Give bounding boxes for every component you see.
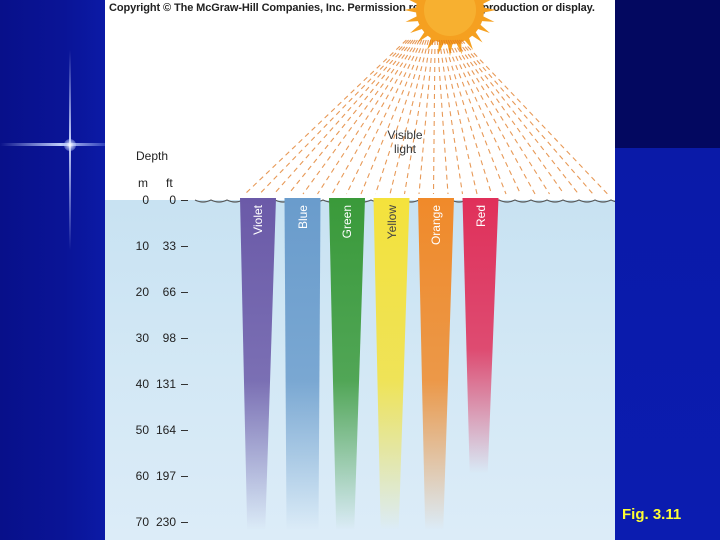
depth-tick [181, 384, 188, 385]
meters-unit: m [138, 176, 148, 190]
depth-feet: 197 [155, 469, 176, 483]
light-ray [403, 39, 432, 195]
sun-spike [480, 15, 495, 22]
depth-feet: 164 [155, 423, 176, 437]
light-ray [432, 39, 436, 195]
depth-tick [181, 246, 188, 247]
band-label-violet: Violet [251, 205, 265, 235]
band-red [462, 198, 499, 474]
light-ray [389, 39, 429, 195]
depth-meters: 60 [135, 469, 149, 483]
sun-spike [405, 15, 420, 22]
light-ray [445, 39, 507, 195]
depth-feet: 33 [162, 239, 176, 253]
light-ray [346, 39, 423, 195]
depth-meters: 20 [135, 285, 149, 299]
depth-meters: 30 [135, 331, 149, 345]
band-label-green: Green [340, 205, 354, 239]
band-violet [240, 198, 276, 530]
depth-meters: 40 [135, 377, 149, 391]
band-orange [418, 198, 454, 530]
visible-light-line-2: light [393, 142, 416, 156]
light-ray [302, 39, 416, 195]
sun-icon [404, 0, 496, 56]
figure-number: Fig. 3.11 [622, 506, 682, 523]
sun-spike [404, 7, 419, 13]
depth-tick [181, 430, 188, 431]
depth-meters: 10 [135, 239, 149, 253]
feet-unit: ft [166, 176, 173, 190]
background-right-bottom [615, 148, 720, 540]
light-ray [317, 39, 418, 195]
band-label-yellow: Yellow [384, 205, 399, 240]
light-ray [244, 39, 407, 195]
depth-row: 30 98 [105, 331, 205, 345]
band-blue [284, 198, 321, 530]
depth-feet: 131 [155, 377, 176, 391]
background-right-top [615, 0, 720, 148]
depth-feet: 230 [155, 515, 176, 529]
sparkle-icon [64, 139, 76, 151]
depth-feet: 0 [169, 193, 176, 207]
depth-meters: 70 [135, 515, 149, 529]
light-ray [449, 39, 536, 195]
light-ray [456, 39, 579, 195]
depth-row: 70 230 [105, 515, 205, 529]
depth-row: 50 164 [105, 423, 205, 437]
light-ray [273, 39, 412, 195]
light-ray [452, 39, 550, 195]
band-label-red: Red [473, 205, 488, 228]
light-ray [447, 39, 521, 195]
band-green [329, 198, 365, 530]
light-ray [288, 39, 414, 195]
depth-row: 20 66 [105, 285, 205, 299]
depth-feet: 66 [162, 285, 176, 299]
depth-tick [181, 338, 188, 339]
band-label-blue: Blue [295, 205, 310, 230]
light-ray [360, 39, 425, 195]
light-ray [259, 39, 409, 195]
depth-row: 60 197 [105, 469, 205, 483]
sun-spike [481, 7, 496, 13]
light-ray [418, 39, 434, 195]
depth-tick [181, 200, 188, 201]
visible-light-label: Visible light [375, 128, 435, 156]
depth-meters: 0 [142, 193, 149, 207]
depth-meters: 50 [135, 423, 149, 437]
band-label-orange: Orange [429, 205, 443, 246]
depth-tick [181, 522, 188, 523]
depth-tick [181, 476, 188, 477]
light-diagram [194, 0, 615, 530]
depth-row: 40 131 [105, 377, 205, 391]
light-ray [331, 39, 421, 195]
light-ray [438, 39, 464, 195]
light-ray [458, 39, 594, 195]
light-ray [374, 39, 427, 195]
band-yellow [373, 198, 410, 530]
light-rays [244, 39, 608, 195]
background-left-panel [0, 0, 105, 540]
visible-light-line-1: Visible [387, 128, 423, 142]
light-ray [454, 39, 565, 195]
light-ray [436, 39, 449, 195]
color-bands [240, 198, 499, 530]
depth-title: Depth [136, 149, 169, 163]
depth-feet: 98 [162, 331, 176, 345]
figure-panel: Copyright © The McGraw-Hill Companies, I… [105, 0, 615, 540]
depth-tick [181, 292, 188, 293]
sparkle-horizontal [0, 143, 110, 146]
depth-row: 10 33 [105, 239, 205, 253]
